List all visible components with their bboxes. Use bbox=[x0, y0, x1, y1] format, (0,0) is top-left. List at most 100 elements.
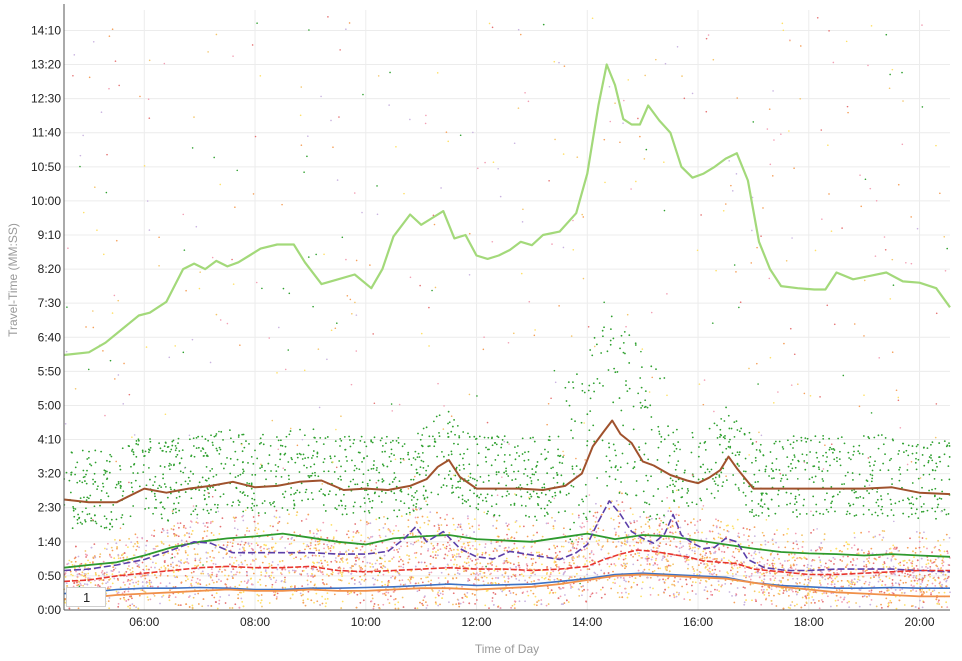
scatter-point bbox=[642, 539, 645, 542]
scatter-point bbox=[599, 505, 602, 507]
scatter-point bbox=[748, 510, 751, 513]
scatter-point bbox=[166, 535, 169, 538]
scatter-point bbox=[273, 594, 276, 597]
scatter-point bbox=[229, 586, 232, 588]
scatter-point bbox=[918, 536, 921, 538]
scatter-point bbox=[322, 582, 324, 584]
scatter-point bbox=[239, 473, 242, 476]
scatter-point bbox=[416, 516, 419, 519]
scatter-point bbox=[141, 585, 144, 588]
scatter-point bbox=[743, 534, 745, 536]
scatter-point bbox=[149, 558, 152, 561]
scatter-point bbox=[795, 581, 797, 584]
scatter-point bbox=[461, 585, 463, 588]
scatter-point bbox=[596, 377, 599, 380]
scatter-point bbox=[567, 550, 570, 553]
scatter-point bbox=[110, 570, 113, 572]
scatter-point bbox=[867, 550, 870, 553]
scatter-point bbox=[824, 578, 827, 581]
scatter-point bbox=[775, 605, 778, 607]
scatter-point bbox=[213, 596, 216, 599]
scatter-point bbox=[921, 454, 924, 456]
scatter-point bbox=[218, 551, 220, 554]
scatter-point bbox=[178, 495, 181, 498]
scatter-point bbox=[463, 593, 466, 596]
scatter-point bbox=[458, 464, 461, 467]
scatter-point bbox=[105, 573, 108, 576]
scatter-point bbox=[122, 581, 125, 584]
scatter-point bbox=[481, 499, 484, 502]
scatter-point bbox=[894, 567, 897, 569]
scatter-point bbox=[505, 494, 508, 497]
scatter-point bbox=[323, 458, 326, 460]
scatter-point bbox=[731, 452, 734, 455]
scatter-point bbox=[237, 543, 239, 546]
scatter-point bbox=[671, 520, 674, 523]
scatter-point bbox=[565, 400, 568, 402]
scatter-point bbox=[337, 578, 340, 581]
scatter-point bbox=[307, 474, 310, 477]
scatter-point bbox=[730, 582, 732, 585]
scatter-point bbox=[389, 560, 391, 563]
scatter-point bbox=[727, 524, 729, 527]
scatter-point bbox=[467, 432, 469, 435]
scatter-point bbox=[915, 564, 918, 567]
scatter-point bbox=[810, 564, 813, 567]
scatter-point bbox=[259, 546, 262, 549]
scatter-point bbox=[429, 511, 432, 514]
scatter-point bbox=[657, 594, 660, 596]
scatter-point bbox=[721, 485, 724, 488]
scatter-point bbox=[620, 481, 622, 483]
scatter-point bbox=[540, 507, 543, 510]
scatter-point bbox=[774, 577, 777, 580]
scatter-point bbox=[304, 548, 306, 551]
scatter-point bbox=[412, 543, 415, 546]
scatter-point bbox=[546, 567, 548, 569]
scatter-point bbox=[176, 552, 179, 555]
scatter-point bbox=[559, 579, 562, 581]
scatter-point bbox=[640, 557, 643, 559]
scatter-point bbox=[884, 437, 887, 439]
scatter-point bbox=[400, 490, 403, 493]
scatter-point bbox=[865, 569, 868, 572]
scatter-point bbox=[738, 430, 741, 433]
scatter-point bbox=[895, 607, 898, 610]
scatter-point bbox=[275, 516, 278, 519]
scatter-point bbox=[459, 453, 462, 456]
scatter-point bbox=[823, 538, 826, 541]
scatter-point bbox=[108, 597, 111, 599]
scatter-point bbox=[903, 559, 906, 562]
scatter-point bbox=[221, 570, 223, 573]
scatter-point bbox=[892, 554, 895, 557]
scatter-point bbox=[330, 560, 333, 563]
scatter-point bbox=[279, 560, 281, 563]
scatter-point bbox=[292, 499, 295, 502]
scatter-point bbox=[352, 535, 355, 538]
scatter-point bbox=[810, 439, 812, 442]
scatter-point bbox=[442, 543, 445, 546]
scatter-point bbox=[777, 489, 780, 492]
scatter-point bbox=[881, 584, 883, 587]
scatter-point bbox=[119, 468, 122, 471]
scatter-point bbox=[589, 410, 592, 413]
scatter-point bbox=[753, 515, 755, 518]
scatter-point bbox=[528, 516, 531, 518]
scatter-point bbox=[786, 532, 788, 535]
scatter-point bbox=[194, 593, 196, 596]
scatter-point bbox=[384, 535, 387, 538]
scatter-point bbox=[307, 556, 310, 559]
scatter-point bbox=[613, 578, 616, 581]
scatter-point bbox=[413, 541, 416, 544]
scatter-point bbox=[411, 494, 413, 497]
scatter-point bbox=[715, 525, 718, 527]
scatter-point bbox=[772, 575, 774, 578]
scatter-point bbox=[283, 565, 286, 568]
scatter-point bbox=[250, 547, 253, 550]
scatter-point bbox=[457, 602, 460, 605]
scatter-point bbox=[818, 566, 821, 569]
scatter-point bbox=[801, 546, 804, 548]
scatter-point bbox=[146, 596, 149, 599]
scatter-point bbox=[798, 493, 801, 496]
scatter-point bbox=[467, 479, 470, 482]
scatter-point bbox=[376, 559, 379, 562]
